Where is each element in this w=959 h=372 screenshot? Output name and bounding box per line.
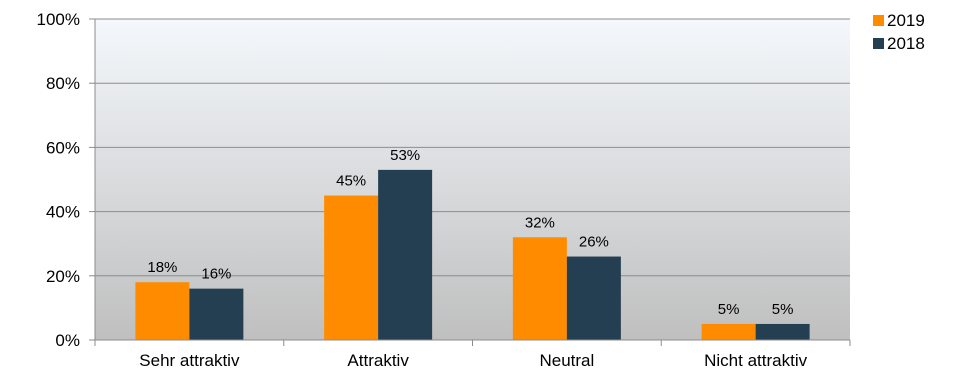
bar-2018-1 xyxy=(378,169,433,340)
data-label: 5% xyxy=(772,301,794,318)
x-tick-label: Nicht attraktiv xyxy=(704,351,807,370)
bar-2019-0 xyxy=(135,282,190,340)
data-label: 45% xyxy=(336,173,366,190)
data-label: 32% xyxy=(525,214,555,231)
legend-label-2019: 2019 xyxy=(887,11,925,30)
bars xyxy=(135,169,810,340)
data-label: 18% xyxy=(147,259,177,276)
bar-2018-3 xyxy=(755,323,810,340)
y-tick-label: 0% xyxy=(55,331,80,350)
bar-2018-0 xyxy=(189,288,244,340)
bar-2019-2 xyxy=(512,237,567,340)
y-tick-label: 80% xyxy=(46,74,80,93)
y-tick-label: 60% xyxy=(46,138,80,157)
bar-2019-3 xyxy=(701,323,756,340)
gridlines xyxy=(95,18,850,277)
legend: 2019 2018 xyxy=(873,11,925,53)
y-axis: 0% 20% 40% 60% 80% 100% xyxy=(37,10,96,350)
y-tick-label: 100% xyxy=(37,10,80,29)
plot-area xyxy=(95,19,850,340)
legend-label-2018: 2018 xyxy=(887,34,925,53)
x-tick-label: Attraktiv xyxy=(347,351,409,370)
data-labels: 18% 16% 45% 53% 32% 26% 5% 5% xyxy=(147,147,793,318)
x-axis: Sehr attraktiv Attraktiv Neutral Nicht attr… xyxy=(94,339,851,370)
data-label: 53% xyxy=(390,147,420,164)
y-tick-label: 20% xyxy=(46,267,80,286)
bar-2019-1 xyxy=(324,195,379,340)
legend-swatch-2019 xyxy=(873,15,884,26)
data-label: 26% xyxy=(579,234,609,251)
data-label: 16% xyxy=(201,266,231,283)
x-tick-label: Neutral xyxy=(539,351,594,370)
y-tick-label: 40% xyxy=(46,203,80,222)
legend-swatch-2018 xyxy=(873,38,884,49)
bar-2018-2 xyxy=(566,256,621,340)
data-label: 5% xyxy=(718,301,740,318)
x-tick-label: Sehr attraktiv xyxy=(139,351,240,370)
